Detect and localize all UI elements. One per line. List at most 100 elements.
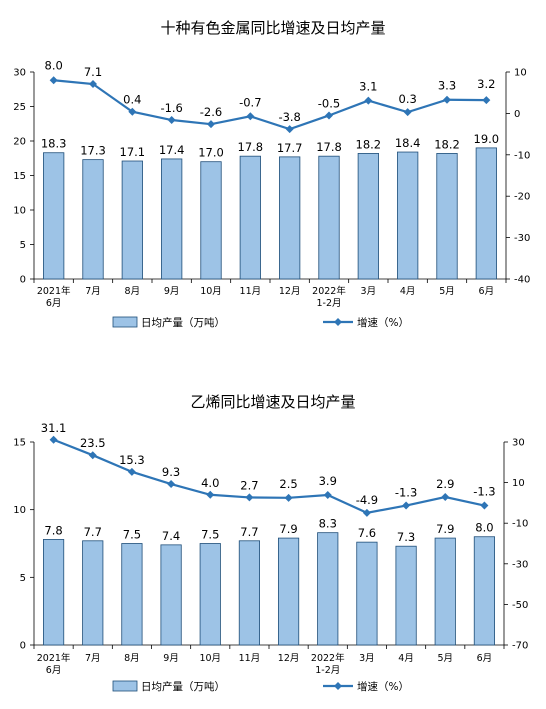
x-tick-label: 4月 bbox=[400, 286, 416, 297]
bar-value-label: 18.2 bbox=[356, 137, 382, 151]
bar bbox=[279, 156, 301, 280]
line-value-label: -0.5 bbox=[318, 96, 340, 110]
legend-line-marker bbox=[334, 682, 342, 690]
line-value-label: 4.0 bbox=[201, 476, 219, 490]
right-tick-label: -30 bbox=[514, 233, 530, 244]
right-tick-label: -50 bbox=[512, 600, 528, 611]
bar-value-label: 7.7 bbox=[240, 525, 258, 539]
line-point-marker bbox=[364, 96, 373, 105]
bar bbox=[238, 540, 261, 646]
bar-value-label: 18.4 bbox=[395, 136, 421, 150]
x-tick-label: 5月 bbox=[439, 286, 455, 297]
line-point-marker bbox=[167, 116, 176, 125]
right-tick-label: 0 bbox=[514, 109, 520, 120]
left-tick-label: 30 bbox=[13, 68, 26, 79]
bar bbox=[434, 537, 456, 646]
bar bbox=[82, 159, 104, 280]
x-tick-label: 12月 bbox=[279, 286, 301, 297]
line-point-marker bbox=[128, 107, 137, 116]
x-tick-label: 6月 bbox=[477, 653, 493, 664]
line-point-marker bbox=[245, 493, 254, 502]
left-tick-label: 15 bbox=[13, 171, 26, 182]
bar-value-label: 8.0 bbox=[475, 521, 493, 535]
x-tick-label: 7月 bbox=[85, 653, 101, 664]
x-tick-label: 12月 bbox=[278, 653, 300, 664]
chart-title: 乙烯同比增速及日均产量 bbox=[190, 393, 355, 411]
chart-ethylene: 乙烯同比增速及日均产量051015-70-50-30-1010302021年6月… bbox=[13, 393, 528, 693]
bar-value-label: 7.7 bbox=[84, 525, 102, 539]
bar-value-label: 7.5 bbox=[123, 528, 141, 542]
bar bbox=[239, 155, 261, 280]
line-point-marker bbox=[246, 112, 255, 121]
right-tick-label: -10 bbox=[512, 519, 528, 530]
right-tick-label: -30 bbox=[512, 559, 528, 570]
line-value-label: -4.9 bbox=[356, 493, 378, 507]
bar-value-label: 17.4 bbox=[159, 143, 185, 157]
line-point-marker bbox=[207, 120, 215, 129]
line-value-label: 2.9 bbox=[436, 477, 454, 491]
bar-value-label: 17.3 bbox=[80, 144, 106, 158]
growth-rate-line bbox=[53, 438, 485, 514]
line-value-label: 2.7 bbox=[240, 478, 258, 492]
right-tick-label: 10 bbox=[514, 68, 527, 79]
line-point-marker bbox=[285, 125, 294, 134]
line-value-label: 8.0 bbox=[45, 58, 63, 72]
line-value-label: 2.5 bbox=[279, 477, 297, 491]
chart-nonferrous-metals: 十种有色金属同比增速及日均产量 0 5 10 15 20 25 30 -40 -30 -20 -10 0… bbox=[13, 19, 530, 329]
line-point-marker bbox=[206, 490, 215, 499]
line-value-label: -1.3 bbox=[473, 485, 495, 499]
x-tick-label: 6月 bbox=[46, 665, 62, 676]
line-value-label: -1.3 bbox=[395, 486, 417, 500]
line-value-label: 3.9 bbox=[319, 474, 337, 488]
line-point-marker bbox=[480, 501, 489, 510]
bar bbox=[161, 158, 183, 280]
bar-value-label: 7.5 bbox=[201, 528, 219, 542]
x-tick-label: 8月 bbox=[125, 286, 141, 297]
bar-value-label: 17.8 bbox=[238, 140, 264, 154]
x-tick-label: 10月 bbox=[199, 653, 221, 664]
line-point-marker bbox=[127, 467, 136, 476]
legend-line-label: 增速（%） bbox=[357, 680, 409, 693]
bar-value-label: 17.0 bbox=[198, 146, 224, 160]
chart-title: 十种有色金属同比增速及日均产量 bbox=[160, 19, 385, 37]
x-tick-label: 6月 bbox=[46, 298, 62, 309]
right-tick-label: -40 bbox=[514, 275, 530, 286]
bar-value-label: 17.1 bbox=[120, 145, 146, 159]
line-value-label: 23.5 bbox=[80, 436, 106, 450]
left-tick-label: 20 bbox=[13, 137, 26, 148]
x-tick-label: 2021年 bbox=[37, 285, 71, 297]
x-tick-label: 7月 bbox=[85, 286, 101, 297]
bar bbox=[318, 155, 340, 280]
bar-value-label: 7.6 bbox=[358, 526, 376, 540]
line-value-label: 31.1 bbox=[41, 421, 67, 435]
line-value-label: 0.4 bbox=[123, 93, 141, 107]
bar bbox=[473, 536, 496, 646]
line-point-marker bbox=[443, 95, 451, 104]
line-value-label: -1.6 bbox=[160, 101, 182, 115]
x-tick-label: 2022年 bbox=[312, 285, 346, 297]
bar bbox=[43, 539, 65, 646]
bar-value-label: 8.3 bbox=[319, 517, 337, 531]
line-point-marker bbox=[325, 111, 333, 120]
bar-value-label: 18.3 bbox=[41, 137, 67, 151]
line-point-marker bbox=[403, 108, 412, 117]
growth-rate-line bbox=[53, 79, 487, 131]
left-tick-label: 25 bbox=[13, 102, 26, 113]
bar bbox=[82, 540, 104, 646]
x-tick-label: 11月 bbox=[240, 286, 262, 297]
line-value-label: 9.3 bbox=[162, 465, 180, 479]
legend-line-label: 增速（%） bbox=[357, 316, 409, 329]
bar-value-label: 18.2 bbox=[434, 137, 460, 151]
legend-bar-label: 日均产量（万吨） bbox=[141, 680, 225, 693]
left-tick-label: 0 bbox=[20, 275, 26, 286]
bar bbox=[160, 544, 182, 646]
left-tick-label: 10 bbox=[13, 206, 26, 217]
bar bbox=[436, 153, 458, 280]
line-point-marker bbox=[482, 96, 491, 105]
right-tick-label: -10 bbox=[514, 150, 530, 161]
legend-line-marker bbox=[334, 318, 342, 326]
line-point-marker bbox=[323, 490, 332, 499]
x-tick-label: 9月 bbox=[164, 286, 180, 297]
x-tick-label: 3月 bbox=[359, 653, 375, 664]
